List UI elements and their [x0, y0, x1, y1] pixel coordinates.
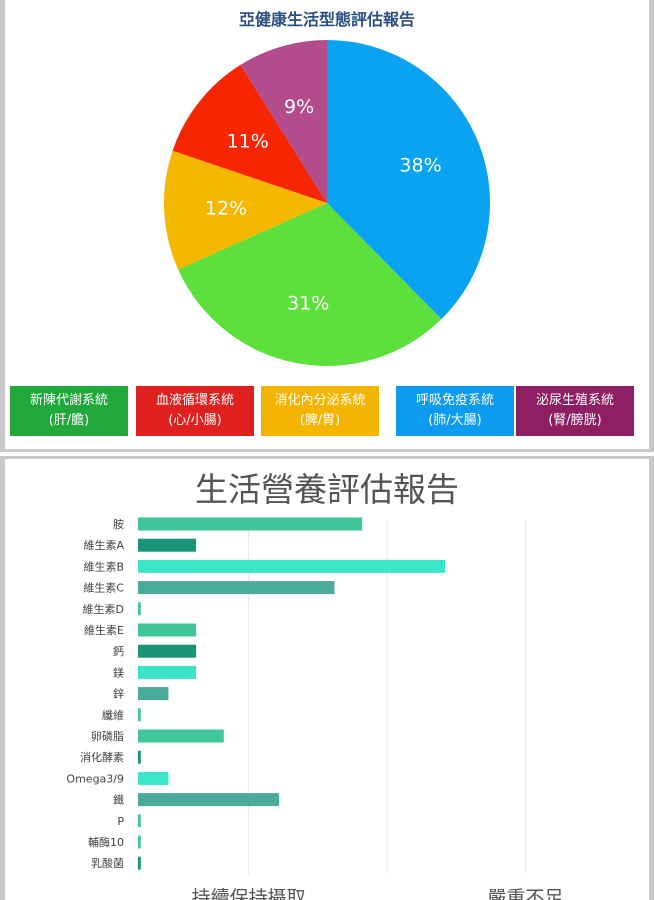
- legend-item-circulation: 血液循環系統 (心/小腸): [136, 386, 254, 436]
- bar: [138, 687, 169, 701]
- bar: [138, 602, 141, 616]
- legend-label: 消化內分泌系統: [274, 393, 366, 408]
- bar: [138, 644, 197, 658]
- category-label: 鋅: [113, 687, 124, 701]
- pie-slice: [178, 203, 442, 366]
- pie-value-label: 9%: [284, 96, 314, 118]
- legend-item-metabolism: 新陳代謝系統 (肝/膽): [10, 386, 128, 436]
- category-label: 胺: [113, 517, 124, 531]
- bar: [138, 708, 141, 722]
- pie-legend: 新陳代謝系統 (肝/膽) 血液循環系統 (心/小腸) 消化內分泌系統 (脾/胃)…: [10, 386, 634, 436]
- category-label: 乳酸菌: [91, 856, 124, 870]
- category-label: 卵磷脂: [91, 729, 124, 743]
- category-label: 消化酵素: [80, 750, 124, 764]
- legend-sub: (心/小腸): [168, 413, 222, 428]
- category-label: 維生素E: [84, 623, 124, 637]
- category-label: P: [117, 815, 124, 828]
- bar: [138, 623, 197, 637]
- legend-item-urinary: 泌尿生殖系統 (腎/膀胱): [516, 386, 634, 436]
- bar: [138, 793, 280, 807]
- pie-value-label: 12%: [205, 198, 247, 220]
- bar: [138, 814, 141, 828]
- category-label: 鐵: [113, 793, 124, 807]
- bar: [138, 729, 224, 743]
- category-label: 維生素C: [83, 581, 124, 595]
- bar: [138, 835, 141, 849]
- bar: [138, 538, 197, 552]
- bar: [138, 750, 141, 764]
- category-label: 維生素A: [83, 538, 124, 552]
- pie-chart-title: 亞健康生活型態評估報告: [238, 10, 415, 29]
- axis-category-label: 持續保持攝取: [192, 887, 306, 900]
- category-label: 維生素B: [83, 559, 124, 573]
- legend-label: 呼吸免疫系統: [415, 393, 494, 408]
- bar: [138, 856, 141, 870]
- pie-value-label: 31%: [287, 292, 329, 314]
- legend-label: 泌尿生殖系統: [535, 393, 614, 408]
- axis-category-label: 嚴重不足: [487, 887, 563, 900]
- legend-sub: (肺/大腸): [428, 413, 482, 428]
- legend-item-respiratory: 呼吸免疫系統 (肺/大腸): [396, 386, 514, 436]
- legend-label: 新陳代謝系統: [29, 393, 108, 408]
- pie-value-label: 38%: [399, 155, 441, 177]
- bar: [138, 665, 197, 679]
- pie-slice: [327, 40, 490, 320]
- category-label: 鎂: [113, 665, 124, 679]
- category-label: 鈣: [113, 644, 124, 658]
- legend-item-digestion: 消化內分泌系統 (脾/胃): [261, 386, 379, 436]
- bar: [138, 581, 335, 595]
- legend-sub: (肝/膽): [48, 413, 90, 428]
- bar-chart-title: 生活營養評估報告: [195, 470, 459, 509]
- pie-slice: [164, 150, 327, 270]
- bar: [138, 771, 169, 785]
- category-label: Omega3/9: [66, 772, 124, 785]
- category-label: 輔酶10: [88, 836, 124, 849]
- legend-label: 血液循環系統: [155, 393, 234, 408]
- pie-value-label: 11%: [227, 130, 269, 152]
- legend-sub: (腎/膀胱): [548, 413, 602, 428]
- pie-slice: [240, 40, 327, 203]
- pie-slice: [172, 64, 327, 204]
- category-label: 纖維: [102, 708, 124, 722]
- category-label: 維生素D: [83, 602, 124, 616]
- pie-chart: 38% 31% 12% 11% 9%: [164, 40, 490, 366]
- legend-sub: (脾/胃): [299, 413, 341, 428]
- bar: [138, 517, 363, 531]
- bar: [138, 559, 446, 573]
